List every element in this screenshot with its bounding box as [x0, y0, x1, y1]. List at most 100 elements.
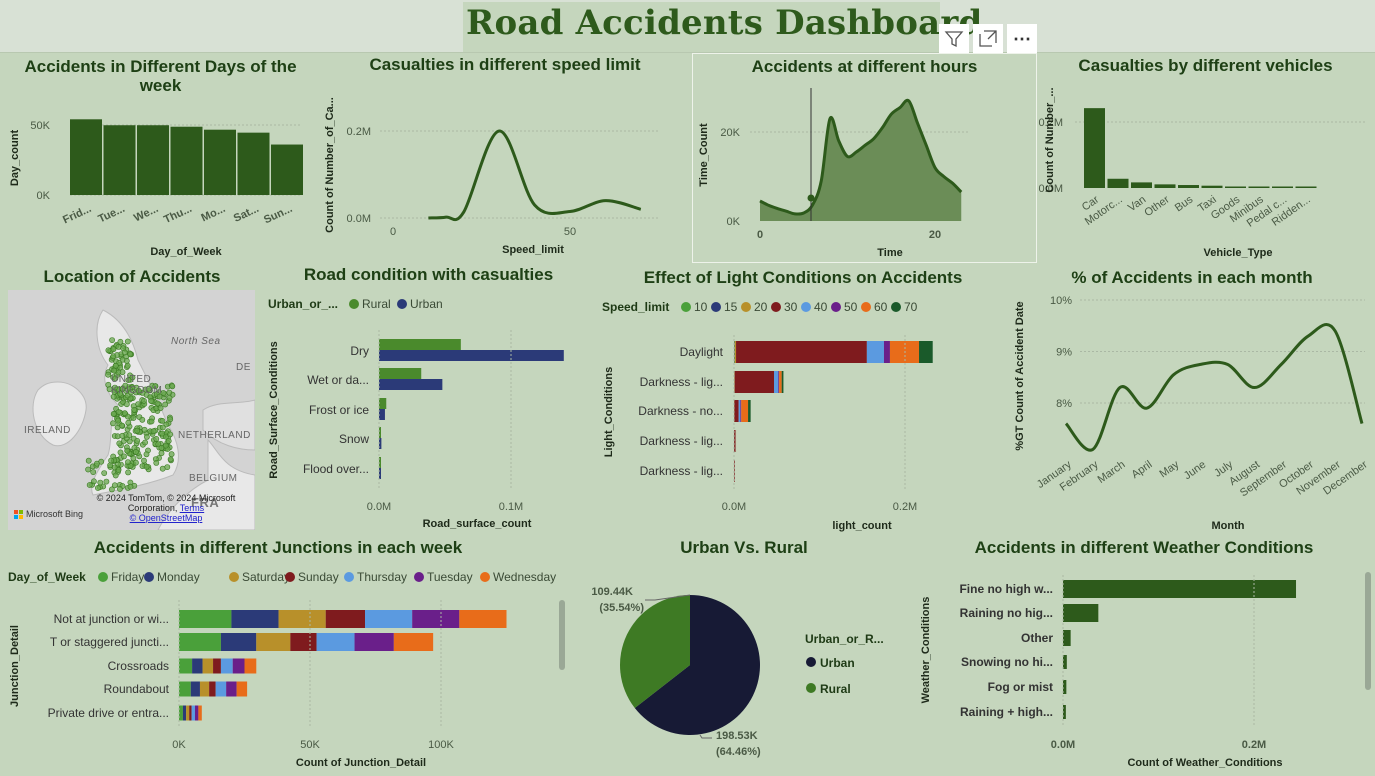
accident-marker[interactable] — [169, 383, 176, 390]
accident-marker[interactable] — [121, 453, 127, 460]
accident-marker[interactable] — [108, 457, 114, 464]
accident-marker[interactable] — [148, 418, 155, 425]
accident-marker[interactable] — [139, 416, 146, 423]
accident-marker[interactable] — [101, 470, 108, 476]
filter-button[interactable] — [939, 24, 969, 54]
accident-marker[interactable] — [90, 469, 97, 475]
accident-marker[interactable] — [110, 353, 117, 360]
accident-marker[interactable] — [85, 466, 91, 473]
junctions-scrollbar[interactable] — [559, 600, 565, 670]
accident-marker[interactable] — [112, 384, 118, 391]
accident-marker[interactable] — [141, 457, 147, 464]
accident-marker[interactable] — [166, 394, 173, 401]
accident-marker[interactable] — [150, 428, 157, 435]
map-osm-link[interactable]: © OpenStreetMap — [129, 513, 203, 523]
accident-marker[interactable] — [103, 478, 110, 485]
accident-marker[interactable] — [143, 463, 150, 470]
accident-marker[interactable] — [124, 392, 131, 399]
accident-marker[interactable] — [123, 358, 130, 364]
accident-marker[interactable] — [110, 420, 116, 427]
accident-marker[interactable] — [112, 472, 119, 479]
accident-marker[interactable] — [159, 424, 166, 431]
accident-marker[interactable] — [141, 426, 148, 433]
accident-marker[interactable] — [117, 486, 123, 492]
accident-marker[interactable] — [156, 393, 163, 400]
accident-marker[interactable] — [131, 407, 137, 413]
accident-marker[interactable] — [105, 347, 112, 354]
accident-marker[interactable] — [124, 447, 131, 454]
accident-marker[interactable] — [130, 415, 137, 421]
accident-marker[interactable] — [116, 440, 123, 447]
accident-marker[interactable] — [115, 467, 122, 473]
accident-marker[interactable] — [86, 482, 93, 488]
accident-marker[interactable] — [134, 427, 141, 434]
accident-marker[interactable] — [105, 371, 111, 378]
accident-marker[interactable] — [111, 367, 117, 374]
accident-marker[interactable] — [153, 459, 160, 466]
accident-marker[interactable] — [97, 479, 104, 486]
accident-marker[interactable] — [148, 398, 154, 404]
accident-marker[interactable] — [124, 338, 131, 345]
accident-marker[interactable] — [126, 432, 133, 439]
weather-scrollbar[interactable] — [1365, 572, 1371, 690]
accident-marker[interactable] — [126, 438, 133, 445]
accident-marker[interactable] — [133, 459, 139, 466]
accident-marker[interactable] — [130, 455, 137, 462]
accident-marker[interactable] — [115, 409, 122, 415]
accident-marker[interactable] — [117, 338, 124, 345]
accident-marker[interactable] — [135, 387, 142, 394]
accident-marker[interactable] — [117, 390, 123, 397]
accident-marker[interactable] — [121, 410, 128, 417]
accident-marker[interactable] — [160, 390, 167, 396]
accident-marker[interactable] — [145, 385, 152, 392]
map-terms-link[interactable]: Terms — [179, 503, 205, 513]
accident-marker[interactable] — [119, 369, 126, 376]
accident-marker[interactable] — [95, 485, 101, 491]
accident-marker[interactable] — [154, 400, 161, 407]
accident-marker[interactable] — [122, 382, 129, 389]
accident-marker[interactable] — [134, 437, 141, 444]
accident-marker[interactable] — [112, 375, 119, 382]
accident-marker[interactable] — [127, 483, 134, 490]
accident-marker[interactable] — [121, 349, 128, 356]
accident-marker[interactable] — [143, 433, 150, 440]
accident-marker[interactable] — [159, 430, 166, 437]
accident-marker[interactable] — [165, 438, 172, 444]
accident-marker[interactable] — [159, 417, 166, 424]
accident-marker[interactable] — [106, 386, 113, 393]
accident-marker[interactable] — [94, 460, 100, 467]
accident-marker[interactable] — [125, 419, 132, 426]
accident-marker[interactable] — [119, 432, 126, 439]
accident-marker[interactable] — [133, 448, 139, 455]
accident-marker[interactable] — [155, 441, 162, 448]
focus-mode-button[interactable] — [973, 24, 1003, 54]
accident-marker[interactable] — [142, 439, 148, 446]
accident-marker[interactable] — [123, 401, 130, 408]
accident-map[interactable]: North Sea DE UNITED KINGDOM IRELAND NETH… — [8, 290, 255, 530]
accident-marker[interactable] — [125, 459, 131, 465]
accident-marker[interactable] — [162, 401, 169, 408]
accident-markers[interactable] — [85, 337, 176, 493]
accident-marker[interactable] — [162, 442, 169, 449]
accident-marker[interactable] — [157, 405, 164, 411]
accident-marker[interactable] — [109, 337, 115, 343]
accident-marker[interactable] — [167, 416, 174, 423]
accident-marker[interactable] — [125, 469, 131, 476]
accident-marker[interactable] — [85, 457, 92, 464]
accident-marker[interactable] — [127, 351, 134, 358]
accident-marker[interactable] — [167, 456, 174, 463]
accident-marker[interactable] — [128, 389, 134, 396]
accident-marker[interactable] — [129, 374, 136, 381]
accident-marker[interactable] — [91, 478, 97, 485]
accident-marker[interactable] — [152, 383, 159, 390]
accident-marker[interactable] — [119, 422, 125, 429]
accident-marker[interactable] — [109, 486, 115, 493]
accident-marker[interactable] — [143, 451, 150, 458]
accident-marker[interactable] — [115, 417, 121, 424]
accident-marker[interactable] — [111, 482, 118, 489]
accident-marker[interactable] — [125, 377, 132, 383]
accident-marker[interactable] — [167, 431, 173, 438]
accident-marker[interactable] — [110, 411, 117, 417]
more-options-button[interactable]: ⋯ — [1007, 24, 1037, 54]
accident-marker[interactable] — [141, 398, 147, 404]
